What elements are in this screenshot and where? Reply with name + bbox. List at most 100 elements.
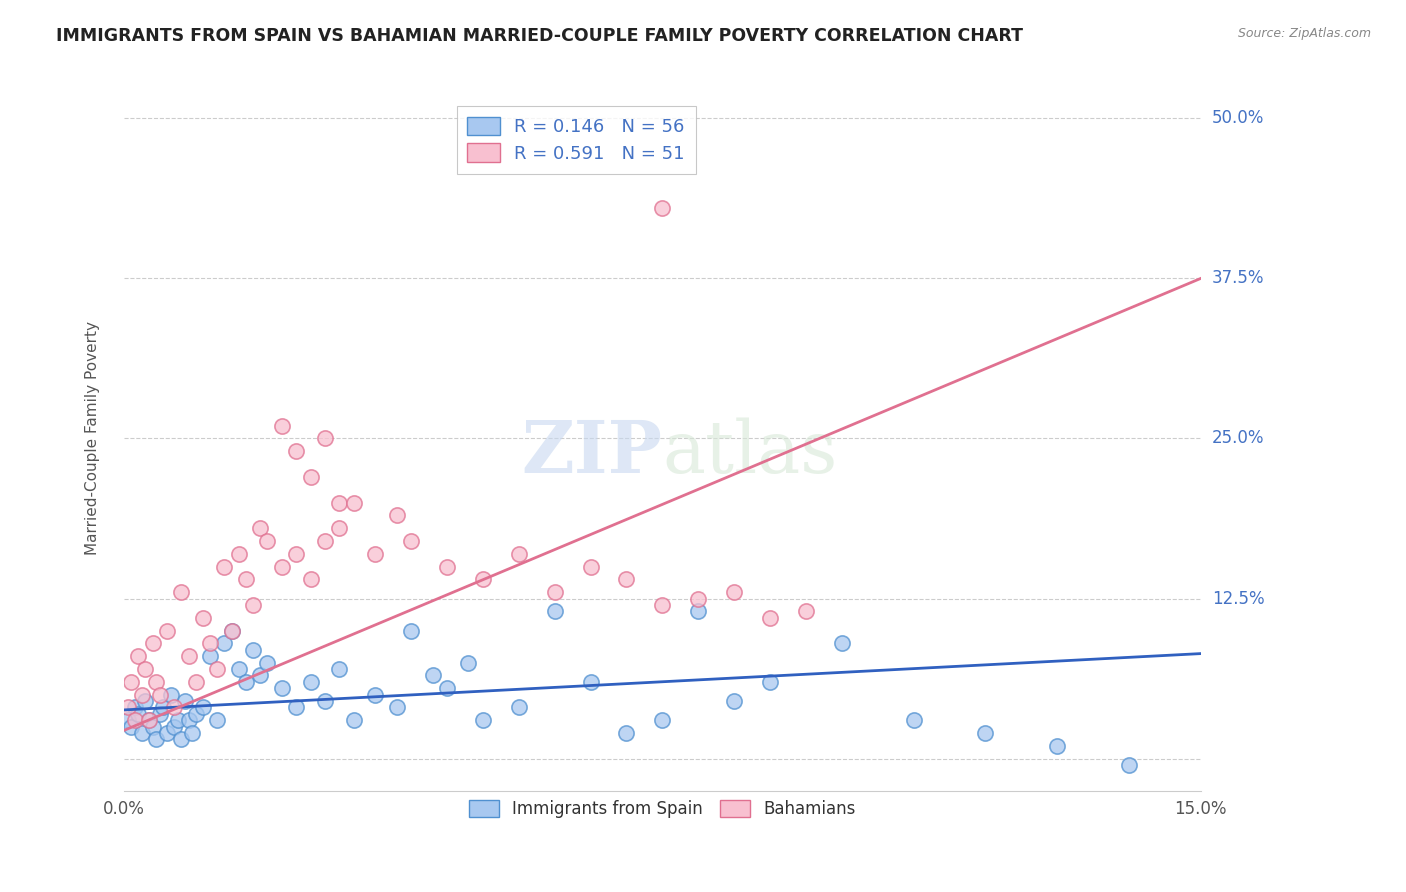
Point bbox=[314, 533, 336, 548]
Point bbox=[270, 559, 292, 574]
Point bbox=[138, 713, 160, 727]
Point bbox=[328, 521, 350, 535]
Point bbox=[579, 559, 602, 574]
Point bbox=[198, 636, 221, 650]
Point bbox=[579, 674, 602, 689]
Point bbox=[314, 432, 336, 446]
Point bbox=[142, 636, 165, 650]
Point bbox=[235, 572, 257, 586]
Point bbox=[508, 700, 530, 714]
Point bbox=[651, 598, 673, 612]
Point bbox=[166, 713, 188, 727]
Point bbox=[207, 713, 229, 727]
Point bbox=[170, 732, 193, 747]
Point bbox=[249, 521, 271, 535]
Point bbox=[149, 688, 172, 702]
Point bbox=[285, 444, 308, 458]
Point bbox=[120, 674, 142, 689]
Point bbox=[159, 688, 181, 702]
Point bbox=[385, 700, 408, 714]
Point bbox=[436, 681, 458, 695]
Text: 25.0%: 25.0% bbox=[1212, 429, 1264, 448]
Point bbox=[256, 656, 278, 670]
Point bbox=[508, 547, 530, 561]
Point bbox=[422, 668, 444, 682]
Point bbox=[285, 700, 308, 714]
Point bbox=[299, 470, 322, 484]
Point bbox=[207, 662, 229, 676]
Point bbox=[131, 688, 153, 702]
Text: 37.5%: 37.5% bbox=[1212, 269, 1264, 287]
Point bbox=[285, 547, 308, 561]
Point bbox=[198, 649, 221, 664]
Point bbox=[436, 559, 458, 574]
Point bbox=[385, 508, 408, 523]
Point bbox=[134, 662, 156, 676]
Point bbox=[343, 713, 366, 727]
Point bbox=[688, 591, 710, 606]
Point bbox=[328, 495, 350, 509]
Point bbox=[457, 656, 479, 670]
Point bbox=[314, 694, 336, 708]
Point bbox=[124, 713, 146, 727]
Point bbox=[191, 611, 214, 625]
Point bbox=[124, 700, 146, 714]
Point bbox=[120, 720, 142, 734]
Point bbox=[177, 713, 200, 727]
Point bbox=[181, 726, 204, 740]
Point bbox=[149, 706, 172, 721]
Point bbox=[228, 547, 250, 561]
Point bbox=[723, 694, 745, 708]
Point bbox=[1046, 739, 1069, 753]
Point bbox=[191, 700, 214, 714]
Point bbox=[131, 726, 153, 740]
Point bbox=[221, 624, 243, 638]
Point bbox=[399, 533, 422, 548]
Point bbox=[471, 713, 494, 727]
Point bbox=[127, 649, 149, 664]
Point bbox=[117, 713, 139, 727]
Point bbox=[688, 604, 710, 618]
Legend: Immigrants from Spain, Bahamians: Immigrants from Spain, Bahamians bbox=[463, 793, 862, 824]
Point bbox=[242, 598, 264, 612]
Point bbox=[170, 585, 193, 599]
Point bbox=[145, 674, 167, 689]
Point bbox=[794, 604, 817, 618]
Point bbox=[256, 533, 278, 548]
Point bbox=[343, 495, 366, 509]
Point bbox=[228, 662, 250, 676]
Point bbox=[831, 636, 853, 650]
Point bbox=[249, 668, 271, 682]
Point bbox=[759, 611, 782, 625]
Point bbox=[177, 649, 200, 664]
Point bbox=[214, 636, 236, 650]
Point bbox=[174, 694, 197, 708]
Point bbox=[138, 713, 160, 727]
Point bbox=[471, 572, 494, 586]
Point bbox=[299, 674, 322, 689]
Point bbox=[399, 624, 422, 638]
Point bbox=[651, 201, 673, 215]
Point bbox=[127, 706, 149, 721]
Point bbox=[134, 694, 156, 708]
Point bbox=[142, 720, 165, 734]
Point bbox=[184, 706, 207, 721]
Text: 50.0%: 50.0% bbox=[1212, 110, 1264, 128]
Point bbox=[1118, 758, 1140, 772]
Point bbox=[651, 713, 673, 727]
Point bbox=[364, 688, 387, 702]
Point bbox=[214, 559, 236, 574]
Point bbox=[270, 681, 292, 695]
Point bbox=[117, 700, 139, 714]
Point bbox=[152, 700, 174, 714]
Text: 12.5%: 12.5% bbox=[1212, 590, 1264, 607]
Point bbox=[242, 642, 264, 657]
Y-axis label: Married-Couple Family Poverty: Married-Couple Family Poverty bbox=[86, 321, 100, 556]
Point bbox=[616, 572, 638, 586]
Point bbox=[184, 674, 207, 689]
Point bbox=[221, 624, 243, 638]
Point bbox=[235, 674, 257, 689]
Point bbox=[270, 418, 292, 433]
Point bbox=[163, 720, 186, 734]
Point bbox=[328, 662, 350, 676]
